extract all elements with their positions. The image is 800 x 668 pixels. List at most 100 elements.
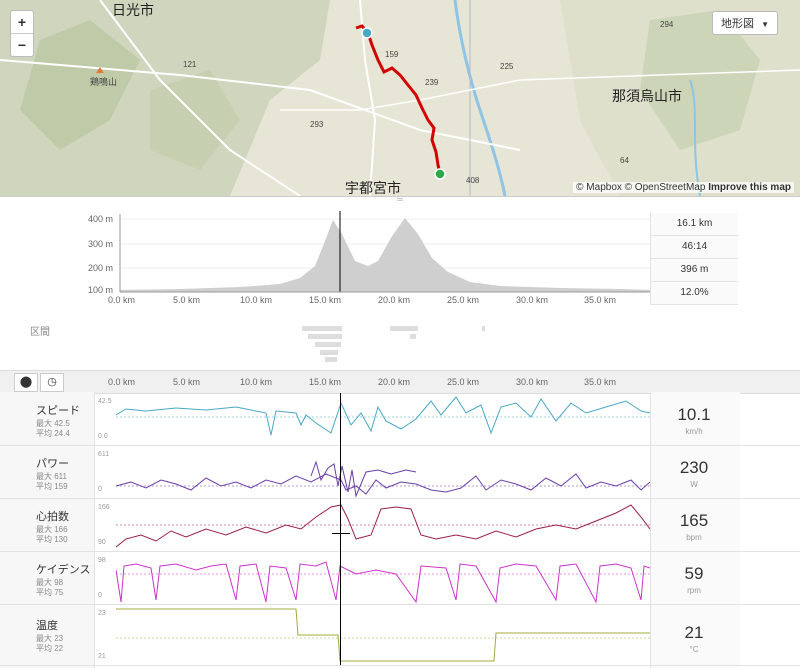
speed-chart[interactable] xyxy=(116,393,650,445)
map-layer-label: 地形図 xyxy=(721,18,755,30)
heartrate-chart[interactable] xyxy=(116,499,650,551)
metric-row-temperature[interactable]: 温度 最大 23 平均 22 23 21 21 °C xyxy=(0,605,800,666)
segment-bar[interactable] xyxy=(410,334,416,339)
distance-tick: 5.0 km xyxy=(173,377,201,387)
elevation-profile[interactable]: 400 m 300 m 200 m 100 m 0.0 km 5.0 km 10… xyxy=(0,206,800,316)
temperature-line xyxy=(116,608,650,662)
distance-tick: 0.0 km xyxy=(108,377,136,387)
improve-map-link[interactable]: Improve this map xyxy=(708,182,791,193)
distance-tick: 20.0 km xyxy=(378,377,411,387)
stat-grade: 12.0% xyxy=(650,282,738,305)
map-pin-icon[interactable]: ⬤ xyxy=(14,373,38,392)
segment-bar[interactable] xyxy=(325,357,337,362)
distance-tick: 30.0 km xyxy=(516,377,549,387)
metric-axis-max: 23 xyxy=(98,610,106,617)
metric-label: パワー xyxy=(36,458,69,470)
metric-row-power[interactable]: パワー 最大 611 平均 159 611 0 230 W xyxy=(0,446,800,499)
metric-axis-min: 0.0 xyxy=(98,433,108,440)
segment-bar[interactable] xyxy=(302,326,342,331)
metric-avg: 平均 75 xyxy=(36,588,64,597)
map-label: 225 xyxy=(500,62,514,71)
section-label: 区間 xyxy=(30,327,50,338)
elevation-y-tick: 100 m xyxy=(88,285,114,295)
chart-cursor-line xyxy=(340,393,341,665)
cadence-line xyxy=(116,561,650,604)
route-end-marker xyxy=(361,27,373,39)
map-label: 293 xyxy=(310,120,324,129)
zoom-control: + − xyxy=(10,10,34,57)
map-label: 日光市 xyxy=(112,2,154,18)
map-canvas[interactable] xyxy=(0,0,800,196)
metric-avg: 平均 159 xyxy=(36,482,68,491)
metric-row-speed[interactable]: スピード 最大 42.5 平均 24.4 42.5 0.0 10.1 km/h xyxy=(0,393,800,446)
metric-avg: 平均 22 xyxy=(36,644,64,653)
metric-axis-max: 98 xyxy=(98,557,106,564)
map-panel[interactable]: 日光市 宇都宮市 那須烏山市 鶏鳴山 121 159 239 293 408 2… xyxy=(0,0,800,197)
elevation-x-tick: 5.0 km xyxy=(173,295,201,305)
elevation-x-tick: 25.0 km xyxy=(447,295,480,305)
map-label: 宇都宮市 xyxy=(345,180,401,196)
zoom-out-button[interactable]: − xyxy=(11,33,33,56)
distance-tick: 35.0 km xyxy=(584,377,617,387)
elevation-stats: 16.1 km 46:14 396 m 12.0% xyxy=(650,213,738,305)
segment-bar[interactable] xyxy=(315,342,341,347)
metric-value: 21 xyxy=(684,623,704,642)
map-layer-dropdown[interactable]: 地形図 ▼ xyxy=(712,11,778,35)
speed-line xyxy=(116,396,650,436)
metric-unit: rpm xyxy=(687,586,701,595)
metric-axis-min: 90 xyxy=(98,539,106,546)
map-attribution: © Mapbox © OpenStreetMap Improve this ma… xyxy=(573,182,794,193)
distance-tick: 10.0 km xyxy=(240,377,273,387)
elevation-area xyxy=(120,218,650,292)
map-label: 121 xyxy=(183,60,197,69)
route-start-marker xyxy=(434,168,446,180)
map-label: 408 xyxy=(466,176,480,185)
metric-value: 165 xyxy=(679,511,709,530)
metric-label: ケイデンス xyxy=(36,564,91,576)
metric-avg: 平均 130 xyxy=(36,535,68,544)
metric-axis-max: 611 xyxy=(98,451,110,458)
segment-bar[interactable] xyxy=(308,334,342,339)
mountain-peak-icon xyxy=(96,67,104,73)
crosshair-icon xyxy=(332,533,350,534)
zoom-in-button[interactable]: + xyxy=(17,14,27,30)
elevation-x-tick: 20.0 km xyxy=(378,295,411,305)
elevation-x-tick: 30.0 km xyxy=(516,295,549,305)
elevation-x-tick: 15.0 km xyxy=(309,295,342,305)
map-label: 那須烏山市 xyxy=(612,88,682,104)
map-label: 64 xyxy=(620,156,629,165)
distance-tick: 15.0 km xyxy=(309,377,342,387)
metric-axis-max: 42.5 xyxy=(98,398,112,405)
map-label: 159 xyxy=(385,50,399,59)
metric-max: 最大 98 xyxy=(36,578,64,587)
segment-bar[interactable] xyxy=(482,326,485,331)
metric-row-cadence[interactable]: ケイデンス 最大 98 平均 75 98 0 59 rpm xyxy=(0,552,800,605)
heartrate-line xyxy=(116,504,650,548)
metric-unit: °C xyxy=(689,645,699,654)
elevation-y-tick: 400 m xyxy=(88,214,114,224)
metric-axis-min: 0 xyxy=(98,486,102,493)
resize-handle[interactable]: ═ xyxy=(397,195,403,204)
elevation-y-tick: 300 m xyxy=(88,239,114,249)
elevation-chart-svg[interactable] xyxy=(0,206,800,316)
power-chart[interactable] xyxy=(116,446,650,498)
chevron-down-icon: ▼ xyxy=(761,20,769,29)
metric-label-column xyxy=(0,392,95,668)
metric-unit: km/h xyxy=(685,427,703,436)
clock-icon[interactable]: ◷ xyxy=(40,373,64,392)
cadence-chart[interactable] xyxy=(116,552,650,604)
temperature-chart[interactable] xyxy=(116,605,650,665)
metric-unit: bpm xyxy=(686,533,702,542)
metric-value: 230 xyxy=(679,458,709,477)
segment-bar[interactable] xyxy=(320,350,338,355)
metric-row-heartrate[interactable]: 心拍数 最大 166 平均 130 166 90 165 bpm xyxy=(0,499,800,552)
metric-max: 最大 166 xyxy=(36,525,68,534)
metric-avg: 平均 24.4 xyxy=(36,429,70,438)
metric-label: スピード xyxy=(36,405,80,417)
metric-value-column xyxy=(650,392,740,668)
metric-axis-max: 166 xyxy=(98,504,110,511)
segment-bar[interactable] xyxy=(390,326,418,331)
power-spikes xyxy=(310,460,417,498)
stat-distance: 16.1 km xyxy=(650,213,738,236)
map-label: 239 xyxy=(425,78,439,87)
